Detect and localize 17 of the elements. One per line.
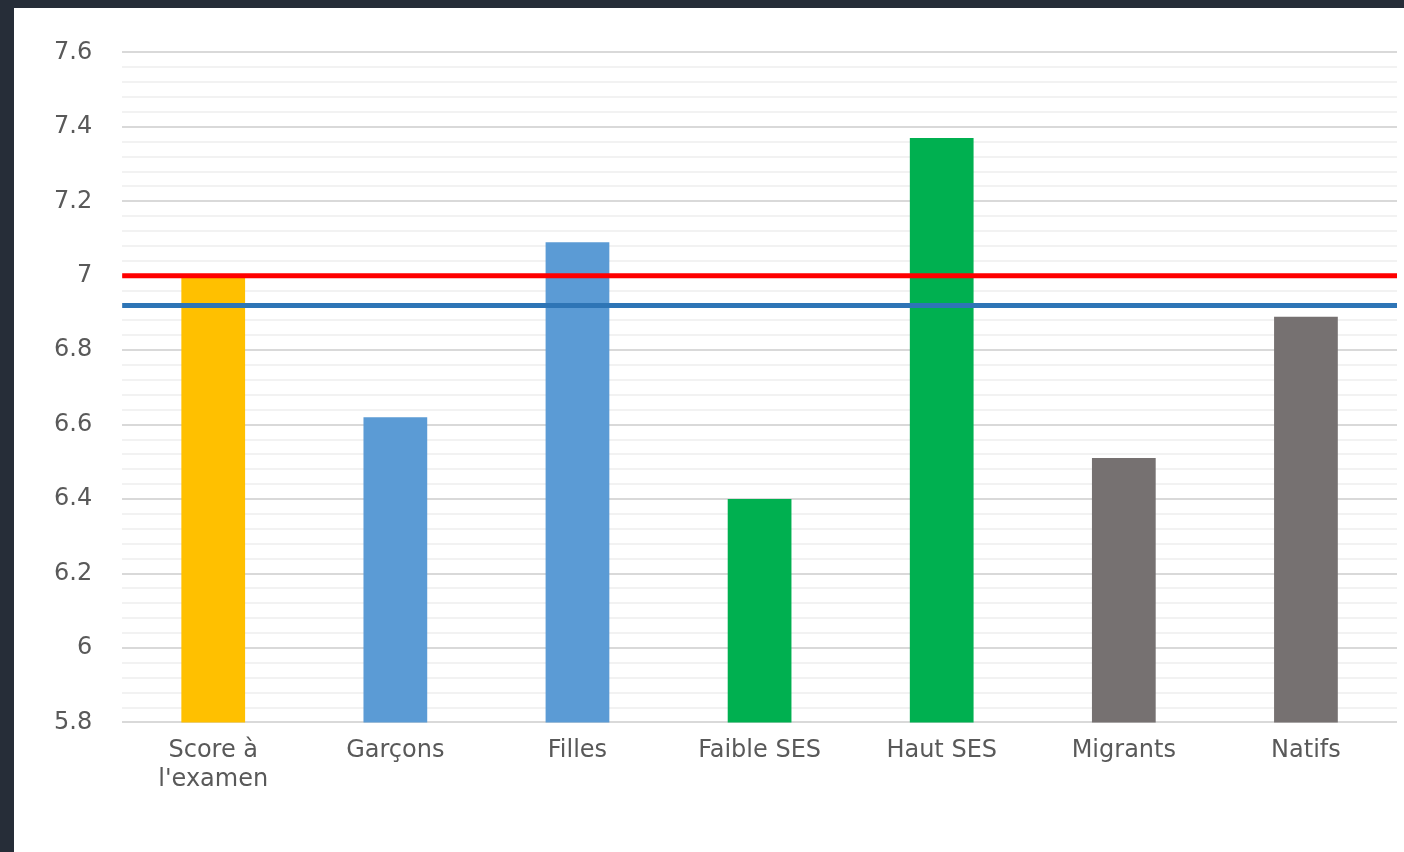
x-tick-label: Filles <box>547 735 608 764</box>
x-tick-label: Score à l'examen <box>158 735 269 792</box>
x-tick-label: Faible SES <box>698 735 822 764</box>
y-tick-label: 7.4 <box>54 111 93 140</box>
x-tick-label: Natifs <box>1271 735 1341 764</box>
y-tick-label: 6.6 <box>54 408 93 437</box>
x-tick-label: Migrants <box>1071 735 1176 764</box>
y-tick-label: 6 <box>76 632 93 661</box>
y-tick-label: 6.2 <box>54 557 93 586</box>
y-tick-label: 7.6 <box>54 36 93 65</box>
y-tick-label: 7 <box>76 259 93 288</box>
y-tick-label: 6.8 <box>54 334 93 363</box>
x-tick-label: Haut SES <box>886 735 998 764</box>
y-tick-label: 5.8 <box>54 706 93 735</box>
y-tick-label: 6.4 <box>54 483 93 512</box>
y-tick-label: 7.2 <box>54 185 93 214</box>
x-tick-label: Garçons <box>346 735 445 764</box>
